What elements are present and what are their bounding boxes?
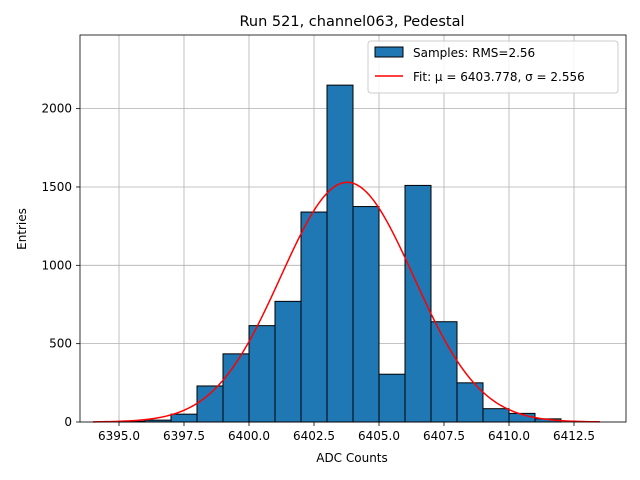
y-tick-label: 500: [49, 337, 72, 351]
histogram-bar: [326, 84, 354, 423]
x-axis-label: ADC Counts: [316, 451, 388, 465]
chart-title: Run 521, channel063, Pedestal: [239, 14, 464, 30]
plot-frame: [79, 34, 627, 423]
fit-curve: [92, 181, 601, 423]
x-tick-label: 6400.0: [228, 429, 270, 443]
legend-histogram-swatch: [374, 46, 404, 58]
histogram-bar: [274, 300, 302, 423]
y-tick-label: 1000: [41, 258, 72, 272]
y-axis-ticks: 0 500 1000 1500 2000: [41, 102, 80, 429]
legend: Samples: RMS=2.56 Fit: μ = 6403.778, σ =…: [367, 40, 619, 94]
x-axis-ticks: 6395.0 6397.5 6400.0 6402.5 6405.0 6407.5 6410…: [98, 422, 595, 443]
x-tick-label: 6410.0: [488, 429, 530, 443]
histogram-bar: [170, 413, 198, 423]
histogram-bar: [404, 184, 432, 423]
legend-histogram-label: Samples: RMS=2.56: [413, 46, 535, 60]
x-tick-label: 6395.0: [98, 429, 140, 443]
histogram-bar: [248, 325, 276, 423]
y-tick-label: 2000: [41, 102, 72, 116]
y-tick-label: 0: [64, 415, 72, 429]
x-tick-label: 6397.5: [163, 429, 205, 443]
histogram-bar: [196, 385, 224, 423]
histogram-bar: [352, 206, 380, 423]
histogram-bar: [456, 382, 484, 423]
histogram-bar: [378, 373, 406, 423]
y-tick-label: 1500: [41, 180, 72, 194]
x-tick-label: 6405.0: [358, 429, 400, 443]
legend-fit-label: Fit: μ = 6403.778, σ = 2.556: [413, 70, 585, 84]
histogram-bar: [300, 211, 328, 423]
y-axis-label: Entries: [15, 208, 29, 250]
histogram-bar: [482, 408, 510, 423]
histogram-bar: [430, 321, 458, 423]
x-tick-label: 6412.5: [553, 429, 595, 443]
x-tick-label: 6402.5: [293, 429, 335, 443]
histogram-bars: [118, 84, 562, 423]
x-tick-label: 6407.5: [423, 429, 465, 443]
legend-box: [367, 40, 619, 94]
